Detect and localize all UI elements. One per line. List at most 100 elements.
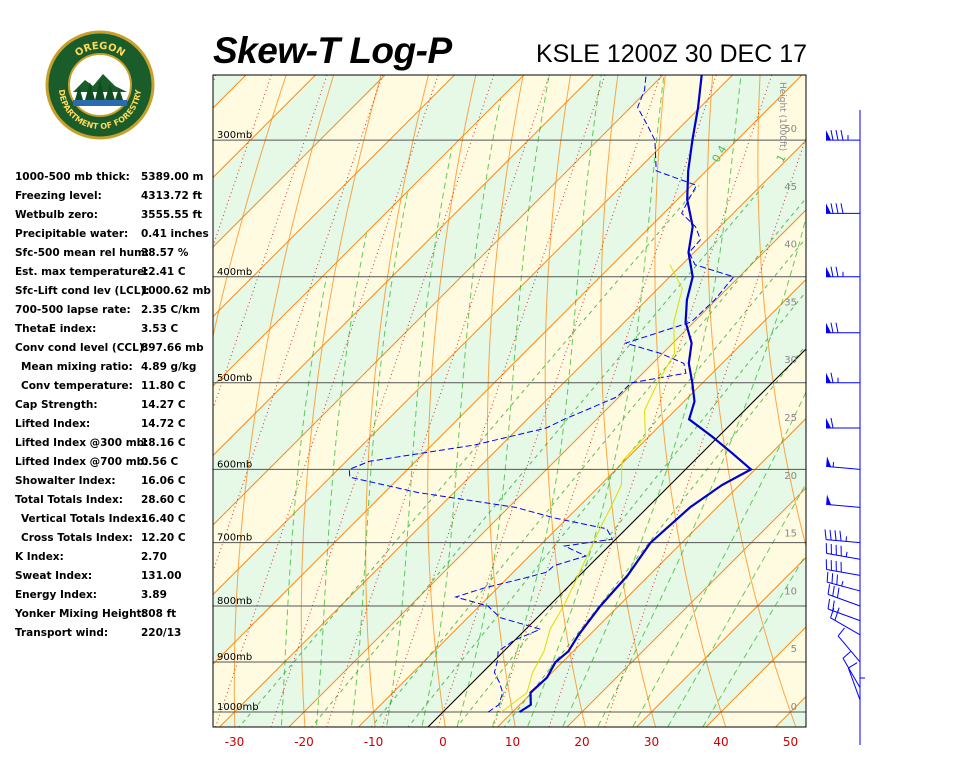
index-label: Energy Index: (15, 589, 97, 601)
barb-pennant (826, 494, 832, 505)
index-label: 700-500 lapse rate: (15, 304, 131, 316)
index-label: Cap Strength: (15, 399, 98, 411)
index-value: 3.53 C (141, 323, 179, 335)
station-time-subtitle: KSLE 1200Z 30 DEC 17 (536, 40, 807, 68)
index-row: K Index: 2.70 (15, 548, 215, 567)
pressure-label: 1000mb (217, 702, 259, 713)
guide-line (0, 0, 205, 757)
index-row: Cross Totals Index: 12.20 C (15, 529, 215, 548)
index-value: 18.16 C (141, 437, 186, 449)
wind-barb (826, 266, 860, 278)
index-row: Sweat Index: 131.00 (15, 567, 215, 586)
index-row: Lifted Index @700 mb: 0.56 C (15, 453, 215, 472)
isotherm-line (357, 278, 806, 727)
moist-adiabat-line (597, 215, 806, 727)
isotherm-line (815, 0, 960, 757)
barb-feather (826, 571, 829, 583)
temperature-tick-label: 10 (505, 735, 520, 749)
barb-shaft (826, 503, 861, 508)
wind-barb (825, 543, 861, 560)
height-tick-label: 45 (784, 182, 797, 193)
barb-feather (835, 266, 839, 277)
barb-pennant (826, 456, 832, 467)
moist-adiabat-line (421, 98, 502, 727)
barb-shaft (842, 657, 861, 688)
barb-shaft (837, 635, 861, 663)
index-value: 2.70 (141, 551, 167, 563)
wind-barb (859, 677, 865, 712)
wind-barb (826, 571, 861, 592)
index-value: 3555.55 ft (141, 209, 203, 221)
temperature-tick-label: -10 (364, 735, 384, 749)
height-tick-label: 15 (784, 529, 797, 540)
index-row: Energy Index: 3.89 (15, 586, 215, 605)
index-row: Sfc-500 mean rel hum: 38.57 % (15, 244, 215, 263)
pressure-label: 800mb (217, 596, 252, 607)
dry-adiabat-line (946, 0, 960, 757)
index-label: Yonker Mixing Height: (15, 608, 146, 620)
index-row: 700-500 lapse rate: 2.35 C/km (15, 301, 215, 320)
moist-adiabat-line (386, 147, 453, 727)
index-value: 3.89 (141, 589, 167, 601)
barb-feather (835, 130, 839, 141)
dry-adiabat-line (901, 0, 960, 757)
index-row: Lifted Index: 14.72 C (15, 415, 215, 434)
index-label: Est. max temperature: (15, 266, 149, 278)
barb-pennant (826, 203, 831, 214)
index-value: 897.66 mb (141, 342, 204, 354)
height-tick-label: 5 (791, 644, 797, 655)
barb-feather (830, 372, 834, 383)
logo-top-text: OREGON (73, 41, 126, 59)
barb-feather (836, 587, 840, 598)
index-label: K Index: (15, 551, 64, 563)
barb-half-feather (841, 581, 844, 587)
wind-barb (826, 456, 861, 470)
pressure-label: 900mb (217, 652, 252, 663)
barb-shaft (827, 581, 861, 592)
temperature-tick-label: -20 (294, 735, 314, 749)
height-tick-label: 50 (784, 124, 797, 135)
mixing-ratio-line (407, 237, 806, 727)
barb-pennant (826, 418, 831, 429)
index-label: Cross Totals Index: (21, 532, 133, 544)
moist-adiabat-line (667, 482, 806, 727)
dry-adiabat-line (365, 75, 429, 727)
barb-feather (827, 584, 831, 595)
height-axis-title: Height (1000ft) (777, 82, 787, 151)
barb-feather (840, 203, 844, 214)
mixing-ratio-label: 5 (902, 152, 917, 165)
index-value: 11.80 C (141, 380, 186, 392)
plot-frame (212, 74, 807, 728)
dry-adiabat-line (654, 75, 727, 727)
parcel-profile (501, 264, 683, 713)
height-tick-label: 35 (784, 297, 797, 308)
barb-shaft (826, 568, 861, 576)
barb-feather (830, 266, 834, 277)
index-value: 38.57 % (141, 247, 189, 259)
dry-adiabat-line (706, 75, 797, 727)
barb-feather (830, 203, 834, 214)
chart-title: Skew-T Log-P (213, 30, 452, 71)
height-axis: Height (1000ft) 0 5 10 15 20 25 30 35 40 45 50 (777, 82, 797, 713)
wind-barb (826, 130, 860, 141)
barb-shaft (827, 608, 861, 622)
temperature-axis: -30 -20 -10 0 10 20 30 40 50 (225, 735, 798, 749)
barb-feather (830, 417, 834, 429)
wind-barbs (824, 110, 865, 745)
height-tick-label: 30 (784, 355, 797, 366)
barb-feather (829, 529, 832, 541)
barb-feather (835, 322, 839, 333)
dry-adiabat-line (757, 75, 806, 548)
dry-adiabat-line (487, 75, 524, 727)
index-row: Total Totals Index: 28.60 C (15, 491, 215, 510)
barb-feather (835, 203, 839, 214)
barb-feather (832, 585, 835, 597)
height-tick-label: 10 (784, 586, 797, 597)
barb-pennant (826, 322, 831, 333)
index-value: 12.20 C (141, 532, 186, 544)
index-value: 1000.62 mb (141, 285, 211, 297)
temperature-band (213, 75, 806, 727)
